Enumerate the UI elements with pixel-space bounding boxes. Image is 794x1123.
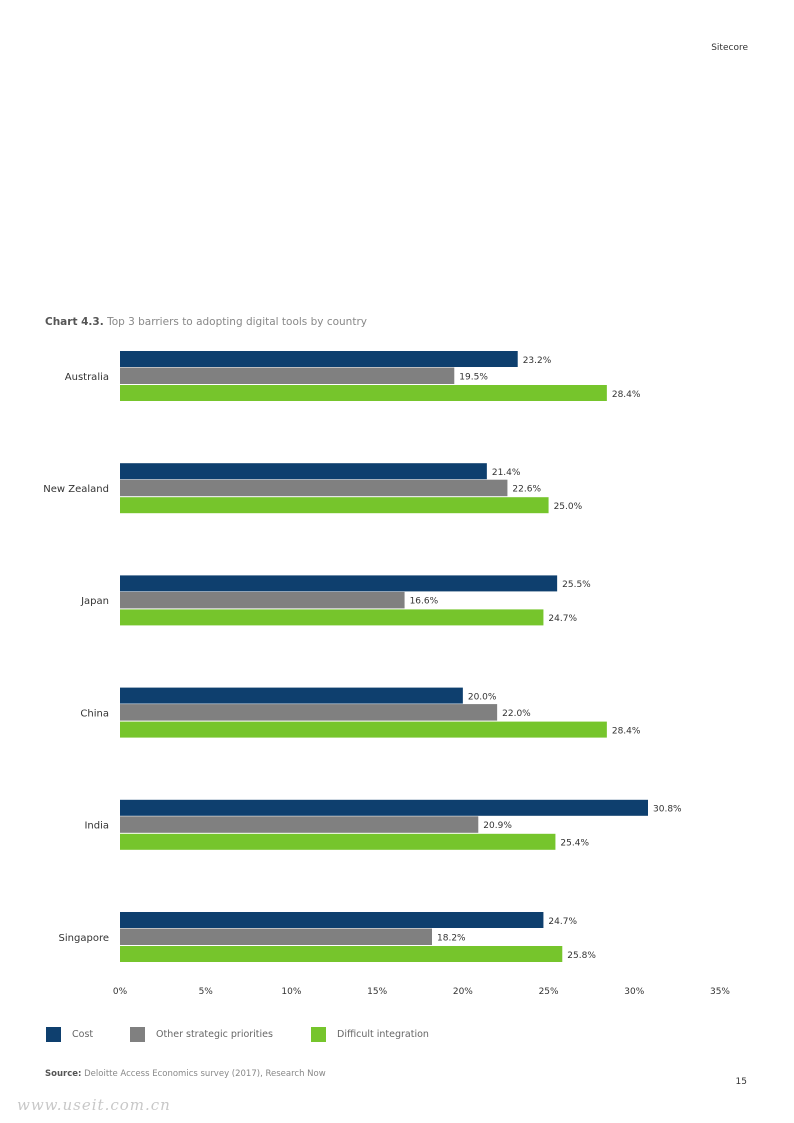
data-label-singapore-cost: 24.7% (548, 917, 577, 927)
data-label-australia-other-strategic-priorities: 19.5% (459, 372, 488, 382)
x-tick-label: 10% (281, 987, 301, 997)
bar-india-difficult-integration (120, 833, 556, 850)
data-label-india-difficult-integration: 25.4% (560, 839, 589, 849)
data-label-singapore-difficult-integration: 25.8% (567, 951, 596, 961)
chart-title-number: Chart 4.3. (45, 316, 104, 328)
watermark: www.useit.com.cn (17, 1096, 171, 1114)
x-tick-label: 15% (367, 987, 387, 997)
bar-australia-difficult-integration (120, 385, 607, 401)
bar-chart: Australia 23.2% 19.5% 28.4% New Zealand 21.4%… (43, 351, 730, 997)
bar-new-zealand-cost (120, 463, 487, 480)
bar-china-difficult-integration (120, 721, 607, 738)
data-label-china-other-strategic-priorities: 22.0% (502, 709, 531, 719)
category-label-japan: Japan (80, 596, 109, 607)
bar-singapore-other-strategic-priorities (120, 928, 432, 945)
bar-new-zealand-other-strategic-priorities (120, 479, 508, 497)
bar-new-zealand-difficult-integration (120, 497, 549, 514)
bar-china-cost (120, 687, 463, 704)
source-label: Source: (45, 1069, 82, 1079)
bar-china-other-strategic-priorities (120, 704, 498, 721)
bar-singapore-cost (120, 912, 544, 928)
category-label-singapore: Singapore (59, 933, 109, 944)
bar-japan-other-strategic-priorities (120, 591, 405, 609)
x-tick-label: 20% (453, 987, 473, 997)
x-tick-label: 5% (199, 987, 214, 997)
data-label-japan-other-strategic-priorities: 16.6% (410, 597, 439, 607)
bar-singapore-difficult-integration (120, 946, 563, 962)
category-label-china: China (80, 708, 109, 719)
data-label-japan-difficult-integration: 24.7% (548, 614, 577, 624)
bar-india-other-strategic-priorities (120, 816, 479, 833)
data-label-japan-cost: 25.5% (562, 580, 591, 590)
header-brand: Sitecore (711, 43, 748, 53)
category-label-australia: Australia (65, 372, 109, 383)
x-tick-label: 30% (624, 987, 644, 997)
category-label-india: India (84, 821, 109, 832)
data-label-australia-cost: 23.2% (523, 356, 552, 366)
source-text: Deloitte Access Economics survey (2017),… (84, 1069, 326, 1079)
category-label-new-zealand: New Zealand (43, 484, 109, 495)
x-tick-label: 0% (113, 987, 128, 997)
legend-item-other-strategic-priorities: Other strategic priorities (130, 1026, 273, 1042)
chart-title-text: Top 3 barriers to adopting digital tools… (107, 316, 367, 328)
bar-japan-difficult-integration (120, 609, 544, 626)
chart-legend: Cost Other strategic priorities Difficul… (46, 1026, 746, 1042)
page-number: 15 (735, 1077, 747, 1087)
legend-item-difficult-integration: Difficult integration (311, 1026, 429, 1042)
legend-swatch-cost (46, 1026, 61, 1042)
legend-swatch-other-strategic-priorities (130, 1026, 145, 1042)
x-tick-label: 25% (539, 987, 559, 997)
data-label-india-other-strategic-priorities: 20.9% (483, 821, 512, 831)
legend-swatch-difficult-integration (311, 1026, 326, 1042)
data-label-china-difficult-integration: 28.4% (612, 726, 641, 736)
bar-australia-cost (120, 351, 518, 367)
data-label-new-zealand-cost: 21.4% (492, 468, 521, 478)
bar-australia-other-strategic-priorities (120, 367, 455, 384)
bar-india-cost (120, 799, 648, 816)
data-label-new-zealand-other-strategic-priorities: 22.6% (512, 484, 541, 494)
legend-label-difficult-integration: Difficult integration (337, 1028, 429, 1040)
legend-label-cost: Cost (72, 1028, 94, 1040)
data-label-new-zealand-difficult-integration: 25.0% (554, 502, 583, 512)
data-label-india-cost: 30.8% (653, 805, 682, 815)
chart-title: Chart 4.3. Top 3 barriers to adopting di… (45, 316, 367, 328)
legend-item-cost: Cost (46, 1026, 93, 1042)
data-label-china-cost: 20.0% (468, 692, 497, 702)
source-note: Source: Deloitte Access Economics survey… (45, 1069, 326, 1079)
data-label-singapore-other-strategic-priorities: 18.2% (437, 933, 466, 943)
x-tick-label: 35% (710, 987, 730, 997)
data-label-australia-difficult-integration: 28.4% (612, 390, 641, 400)
legend-label-other-strategic-priorities: Other strategic priorities (156, 1028, 273, 1040)
bar-japan-cost (120, 575, 558, 592)
